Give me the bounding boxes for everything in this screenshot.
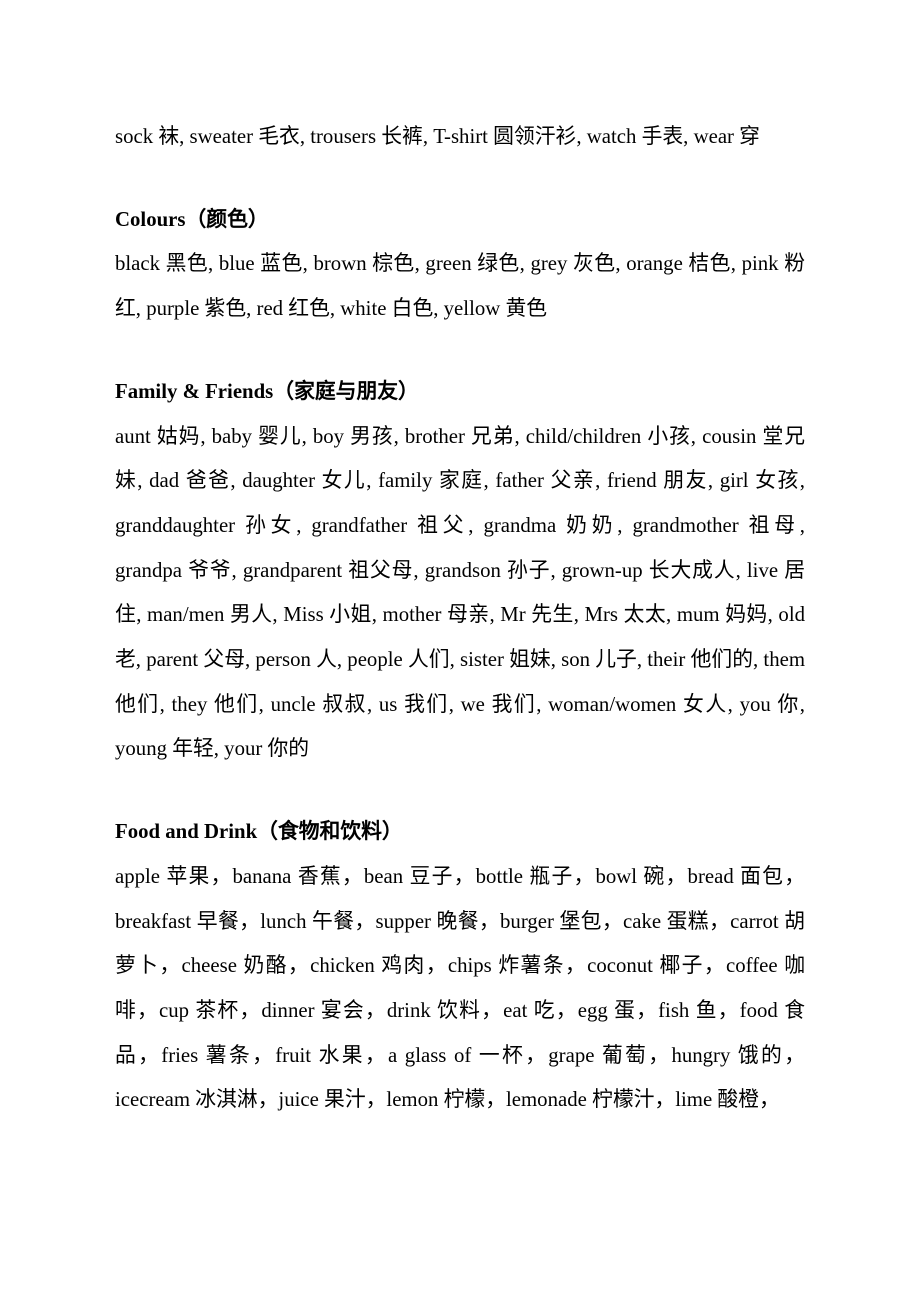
section-heading: Family & Friends（家庭与朋友） xyxy=(115,370,805,415)
section-body: black 黑色, blue 蓝色, brown 棕色, green 绿色, g… xyxy=(115,242,805,331)
section-body: aunt 姑妈, baby 婴儿, boy 男孩, brother 兄弟, ch… xyxy=(115,415,805,773)
section-family-friends: Family & Friends（家庭与朋友） aunt 姑妈, baby 婴儿… xyxy=(115,370,805,772)
section-heading: Colours（颜色） xyxy=(115,198,805,243)
section-body: apple 苹果，banana 香蕉，bean 豆子，bottle 瓶子，bow… xyxy=(115,855,805,1123)
section-colours: Colours（颜色） black 黑色, blue 蓝色, brown 棕色,… xyxy=(115,198,805,332)
section-food-drink: Food and Drink（食物和饮料） apple 苹果，banana 香蕉… xyxy=(115,810,805,1123)
document-page: sock 袜, sweater 毛衣, trousers 长裤, T-shirt… xyxy=(0,0,920,1213)
section-body: sock 袜, sweater 毛衣, trousers 长裤, T-shirt… xyxy=(115,115,805,160)
section-heading: Food and Drink（食物和饮料） xyxy=(115,810,805,855)
section-clothes-continued: sock 袜, sweater 毛衣, trousers 长裤, T-shirt… xyxy=(115,115,805,160)
